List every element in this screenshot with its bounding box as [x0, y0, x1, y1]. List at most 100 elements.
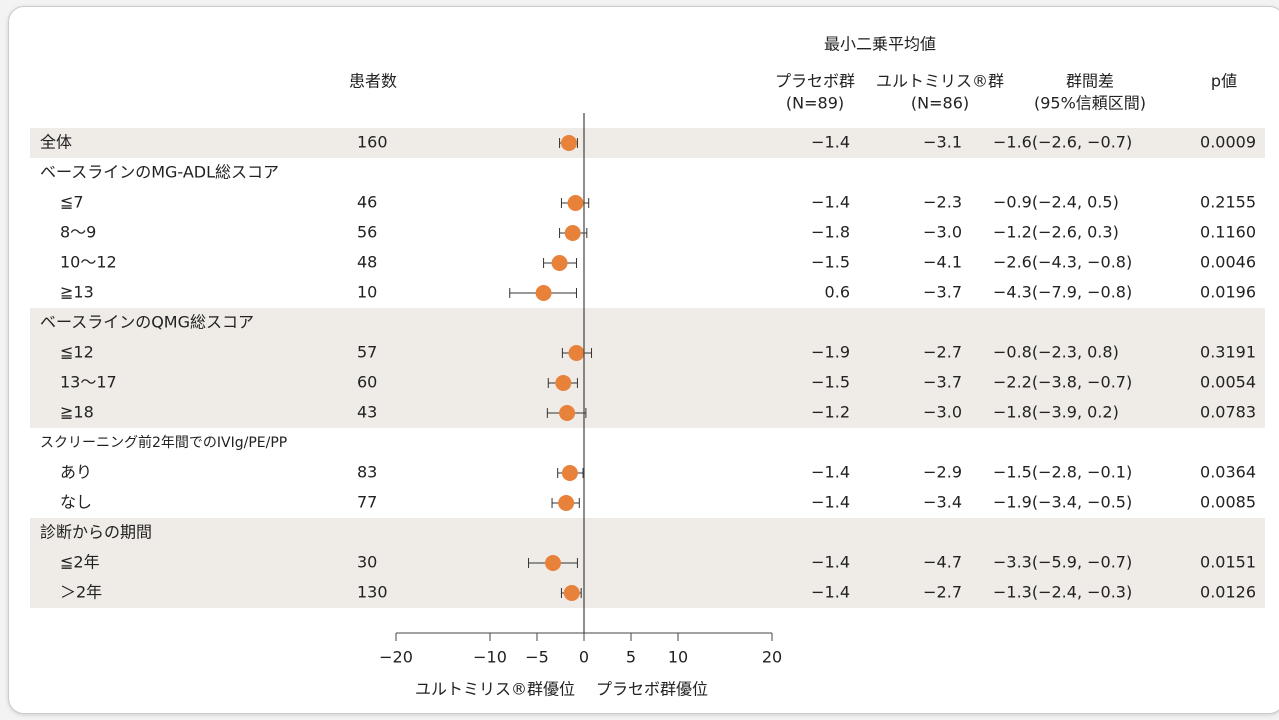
placebo-value: −1.8	[811, 223, 850, 242]
ultomiris-value: −2.7	[923, 343, 962, 362]
x-tick-label: 5	[626, 648, 636, 667]
diff-value: −2.6(−4.3, −0.8)	[993, 253, 1132, 272]
ultomiris-value: −3.0	[923, 223, 962, 242]
placebo-value: −1.5	[811, 373, 850, 392]
p-value: 0.0054	[1200, 373, 1256, 392]
n-value: 46	[357, 193, 377, 212]
group-label: スクリーニング前2年間でのIVIg/PE/PP	[40, 434, 287, 451]
header-ultomiris-n: (N=86)	[911, 94, 969, 113]
placebo-value: 0.6	[825, 283, 850, 302]
p-value: 0.0009	[1200, 133, 1256, 152]
x-tick-label: 0	[579, 648, 589, 667]
n-value: 43	[357, 403, 377, 422]
diff-value: −0.8(−2.3, 0.8)	[993, 343, 1119, 362]
header-placebo-n: (N=89)	[786, 94, 844, 113]
row-label: ≦2年	[60, 553, 100, 572]
p-value: 0.1160	[1200, 223, 1256, 242]
header-diff-ci: (95%信頼区間)	[1034, 94, 1146, 113]
placebo-value: −1.4	[811, 493, 850, 512]
diff-value: −0.9(−2.4, 0.5)	[993, 193, 1119, 212]
p-value: 0.3191	[1200, 343, 1256, 362]
group-label: 診断からの期間	[40, 523, 152, 542]
group-label: ベースラインのQMG総スコア	[40, 313, 254, 332]
ultomiris-value: −3.7	[923, 283, 962, 302]
p-value: 0.0783	[1200, 403, 1256, 422]
placebo-value: −1.5	[811, 253, 850, 272]
n-value: 10	[357, 283, 377, 302]
row-label: 10〜12	[60, 253, 117, 272]
ultomiris-value: −2.3	[923, 193, 962, 212]
p-value: 0.2155	[1200, 193, 1256, 212]
placebo-value: −1.4	[811, 553, 850, 572]
header-ultomiris: ユルトミリス®群	[876, 72, 1004, 91]
x-tick-label: −5	[525, 648, 549, 667]
estimate-dot	[564, 225, 581, 241]
row-label: ≦12	[60, 343, 94, 362]
placebo-value: −1.9	[811, 343, 850, 362]
row-label: ≧18	[60, 403, 94, 422]
n-value: 130	[357, 583, 388, 602]
ultomiris-value: −4.7	[923, 553, 962, 572]
ultomiris-value: −2.7	[923, 583, 962, 602]
row-label: ≧13	[60, 283, 94, 302]
header-n: 患者数	[349, 72, 397, 91]
n-value: 60	[357, 373, 377, 392]
diff-value: −3.3(−5.9, −0.7)	[993, 553, 1132, 572]
estimate-dot	[558, 495, 575, 511]
n-value: 56	[357, 223, 377, 242]
placebo-value: −1.4	[811, 133, 850, 152]
row-label: あり	[60, 463, 92, 482]
n-value: 57	[357, 343, 377, 362]
estimate-dot	[559, 405, 576, 421]
x-tick-label: 10	[668, 648, 688, 667]
p-value: 0.0046	[1200, 253, 1256, 272]
p-value: 0.0151	[1200, 553, 1256, 572]
estimate-dot	[567, 195, 584, 211]
diff-value: −1.3(−2.4, −0.3)	[993, 583, 1132, 602]
ultomiris-value: −3.1	[923, 133, 962, 152]
ultomiris-value: −2.9	[923, 463, 962, 482]
row-shade	[30, 518, 1265, 608]
placebo-value: −1.4	[811, 463, 850, 482]
estimate-dot	[563, 585, 580, 601]
diff-value: −1.8(−3.9, 0.2)	[993, 403, 1119, 422]
header-placebo: プラセボ群	[775, 72, 855, 91]
diff-value: −1.2(−2.6, 0.3)	[993, 223, 1119, 242]
p-value: 0.0126	[1200, 583, 1256, 602]
estimate-dot	[555, 375, 572, 391]
ultomiris-value: −3.7	[923, 373, 962, 392]
row-label: 13〜17	[60, 373, 117, 392]
estimate-dot	[544, 555, 561, 571]
p-value: 0.0364	[1200, 463, 1256, 482]
estimate-dot	[561, 465, 578, 481]
diff-value: −1.6(−2.6, −0.7)	[993, 133, 1132, 152]
n-value: 77	[357, 493, 377, 512]
placebo-value: −1.2	[811, 403, 850, 422]
p-value: 0.0196	[1200, 283, 1256, 302]
diff-value: −1.5(−2.8, −0.1)	[993, 463, 1132, 482]
diff-value: −2.2(−3.8, −0.7)	[993, 373, 1132, 392]
n-value: 48	[357, 253, 377, 272]
estimate-dot	[568, 345, 585, 361]
diff-value: −4.3(−7.9, −0.8)	[993, 283, 1132, 302]
ultomiris-value: −3.4	[923, 493, 962, 512]
row-shade	[30, 128, 1265, 158]
n-value: 160	[357, 133, 388, 152]
estimate-dot	[535, 285, 552, 301]
x-tick-label: −10	[473, 648, 507, 667]
row-shade	[30, 308, 1265, 428]
estimate-dot	[560, 135, 577, 151]
x-tick-label: 20	[762, 648, 782, 667]
header-group: 最小二乗平均値	[824, 35, 936, 54]
estimate-dot	[551, 255, 568, 271]
row-label: なし	[60, 493, 92, 512]
header-p: p値	[1211, 72, 1237, 91]
row-label: ＞2年	[60, 583, 102, 602]
x-tick-label: −20	[379, 648, 413, 667]
group-label: ベースラインのMG-ADL総スコア	[40, 163, 279, 182]
n-value: 30	[357, 553, 377, 572]
row-label: ≦7	[60, 193, 84, 212]
row-label: 8〜9	[60, 223, 96, 242]
